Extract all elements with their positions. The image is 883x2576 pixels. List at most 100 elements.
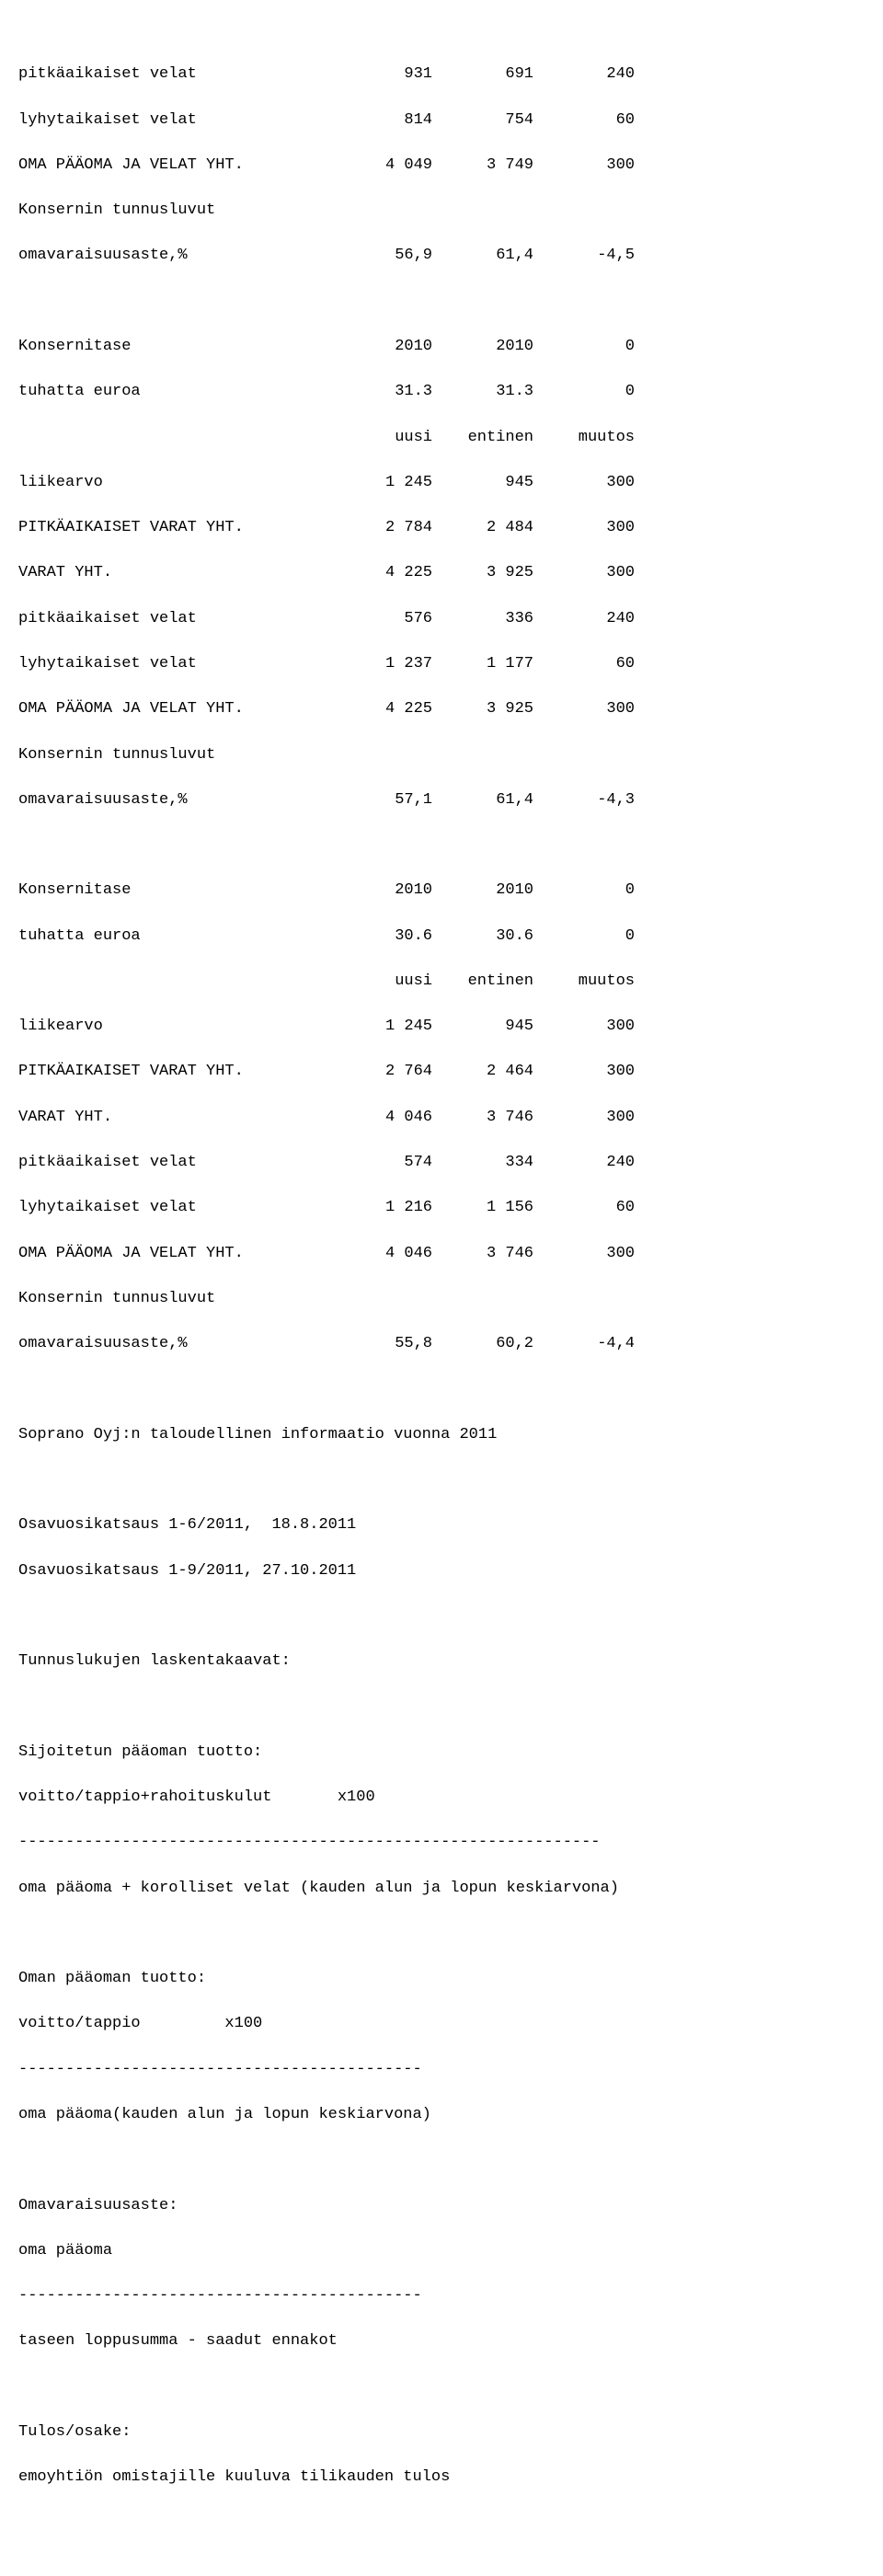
blank-row <box>18 1605 865 1628</box>
value: 2 784 <box>331 517 432 540</box>
body-text: Osavuosikatsaus 1-6/2011, 18.8.2011 <box>18 1514 865 1537</box>
table-row: pitkäaikaiset velat574334240 <box>18 1152 865 1175</box>
table-row: liikearvo1 245945300 <box>18 1016 865 1039</box>
table-row: omavaraisuusaste,%55,860,2-4,4 <box>18 1333 865 1356</box>
body-text: voitto/tappio x100 <box>18 2013 865 2036</box>
blank-row <box>18 1378 865 1401</box>
label: lyhytaikaiset velat <box>18 1197 331 1220</box>
value: 2010 <box>432 880 533 903</box>
blank-row <box>18 834 865 857</box>
table-row: VARAT YHT.4 0463 746300 <box>18 1107 865 1130</box>
divider-text: ----------------------------------------… <box>18 2059 865 2082</box>
body-text: oma pääoma <box>18 2240 865 2263</box>
value: 57,1 <box>331 789 432 812</box>
label: pitkäaikaiset velat <box>18 1152 331 1175</box>
value: 2010 <box>331 336 432 359</box>
blank-row <box>18 2149 865 2172</box>
value: 61,4 <box>432 245 533 268</box>
value: 931 <box>331 63 432 86</box>
value: -4,3 <box>533 789 635 812</box>
table-row: Konsernin tunnusluvut <box>18 744 865 767</box>
value: uusi <box>331 971 432 994</box>
value: 300 <box>533 562 635 585</box>
label: lyhytaikaiset velat <box>18 109 331 132</box>
body-text: Sijoitetun pääoman tuotto: <box>18 1742 865 1765</box>
value: 56,9 <box>331 245 432 268</box>
blank-row <box>18 2376 865 2399</box>
value: 300 <box>533 1243 635 1266</box>
value: 240 <box>533 608 635 631</box>
value: 2 484 <box>432 517 533 540</box>
label: OMA PÄÄOMA JA VELAT YHT. <box>18 1243 331 1266</box>
table-row: PITKÄAIKAISET VARAT YHT.2 7642 464300 <box>18 1061 865 1084</box>
body-text: Tunnuslukujen laskentakaavat: <box>18 1650 865 1673</box>
body-text: Tulos/osake: <box>18 2421 865 2444</box>
body-text: oma pääoma + korolliset velat (kauden al… <box>18 1878 865 1901</box>
value: 300 <box>533 1107 635 1130</box>
value: 0 <box>533 880 635 903</box>
body-text: Oman pääoman tuotto: <box>18 1968 865 1991</box>
value: 30.6 <box>331 926 432 949</box>
label: liikearvo <box>18 1016 331 1039</box>
blank-row <box>18 1696 865 1719</box>
value: 336 <box>432 608 533 631</box>
label: OMA PÄÄOMA JA VELAT YHT. <box>18 155 331 178</box>
value: 240 <box>533 63 635 86</box>
value: 945 <box>432 1016 533 1039</box>
table-header: uusientinenmuutos <box>18 427 865 450</box>
blank-row <box>18 1923 865 1946</box>
value: 1 245 <box>331 472 432 495</box>
value: 3 749 <box>432 155 533 178</box>
value: 3 746 <box>432 1243 533 1266</box>
heading-text: Soprano Oyj:n taloudellinen informaatio … <box>18 1424 865 1447</box>
value: 0 <box>533 381 635 404</box>
value: 31.3 <box>331 381 432 404</box>
value: 300 <box>533 1016 635 1039</box>
label: VARAT YHT. <box>18 1107 331 1130</box>
value: 61,4 <box>432 789 533 812</box>
label: omavaraisuusaste,% <box>18 1333 331 1356</box>
value: muutos <box>533 971 635 994</box>
value: 4 046 <box>331 1107 432 1130</box>
value: 0 <box>533 336 635 359</box>
table-row: pitkäaikaiset velat931691240 <box>18 63 865 86</box>
value: entinen <box>432 427 533 450</box>
table-row: OMA PÄÄOMA JA VELAT YHT.4 0493 749300 <box>18 155 865 178</box>
label: omavaraisuusaste,% <box>18 789 331 812</box>
value: 2010 <box>432 336 533 359</box>
table-row: omavaraisuusaste,%57,161,4-4,3 <box>18 789 865 812</box>
value: 2010 <box>331 880 432 903</box>
value: 30.6 <box>432 926 533 949</box>
table-header: tuhatta euroa31.331.30 <box>18 381 865 404</box>
value: 60 <box>533 1197 635 1220</box>
value: 31.3 <box>432 381 533 404</box>
table-row: omavaraisuusaste,%56,961,4-4,5 <box>18 245 865 268</box>
value: 4 046 <box>331 1243 432 1266</box>
value: 3 925 <box>432 562 533 585</box>
label: Konsernitase <box>18 880 331 903</box>
table-row: OMA PÄÄOMA JA VELAT YHT.4 0463 746300 <box>18 1243 865 1266</box>
value: 4 049 <box>331 155 432 178</box>
value: 1 216 <box>331 1197 432 1220</box>
table-header: uusientinenmuutos <box>18 971 865 994</box>
label: Konsernin tunnusluvut <box>18 200 331 223</box>
table-row: liikearvo1 245945300 <box>18 472 865 495</box>
value: 3 746 <box>432 1107 533 1130</box>
label: Konsernitase <box>18 336 331 359</box>
body-text: voitto/tappio+rahoituskulut x100 <box>18 1787 865 1810</box>
value: 60 <box>533 109 635 132</box>
label: tuhatta euroa <box>18 381 331 404</box>
label: pitkäaikaiset velat <box>18 63 331 86</box>
value: entinen <box>432 971 533 994</box>
value: 60 <box>533 653 635 676</box>
table-row: VARAT YHT.4 2253 925300 <box>18 562 865 585</box>
label: PITKÄAIKAISET VARAT YHT. <box>18 1061 331 1084</box>
value: 576 <box>331 608 432 631</box>
value: 1 245 <box>331 1016 432 1039</box>
table-row: pitkäaikaiset velat576336240 <box>18 608 865 631</box>
value: 691 <box>432 63 533 86</box>
value: 334 <box>432 1152 533 1175</box>
table-row: lyhytaikaiset velat1 2161 15660 <box>18 1197 865 1220</box>
table-row: lyhytaikaiset velat81475460 <box>18 109 865 132</box>
value: 2 764 <box>331 1061 432 1084</box>
